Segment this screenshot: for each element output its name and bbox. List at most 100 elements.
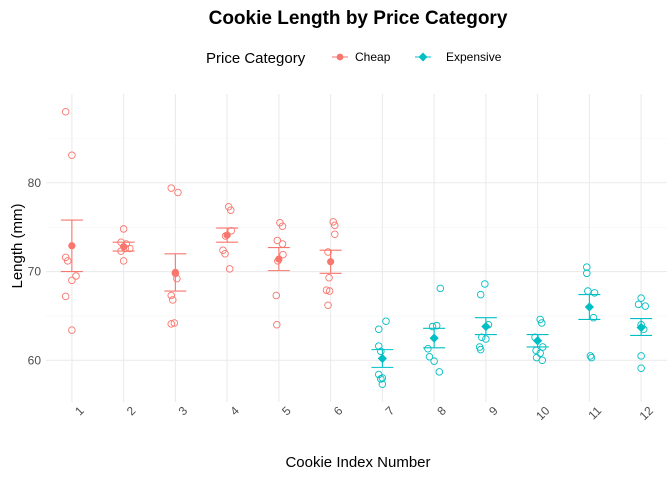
- data-point-cheap: [68, 326, 76, 334]
- x-axis-title: Cookie Index Number: [285, 454, 430, 471]
- x-tick-label: 9: [486, 403, 501, 418]
- data-point-cheap: [68, 276, 76, 285]
- x-tick-label: 2: [124, 403, 139, 418]
- data-point-expensive: [432, 321, 441, 330]
- x-tick-label: 7: [383, 403, 398, 418]
- data-point-cheap: [221, 250, 229, 258]
- data-point-cheap: [322, 286, 331, 294]
- x-tick-label: 12: [637, 403, 657, 423]
- data-point-expensive: [428, 322, 437, 331]
- data-point-expensive: [482, 335, 490, 343]
- data-point-cheap: [324, 248, 332, 256]
- legend-label-cheap: Cheap: [355, 50, 391, 64]
- data-point-expensive: [378, 380, 387, 388]
- data-point-cheap: [72, 272, 80, 280]
- data-point-expensive: [377, 375, 385, 383]
- data-point-cheap: [331, 230, 339, 238]
- data-point-expensive: [584, 287, 592, 295]
- data-point-expensive: [637, 352, 645, 360]
- mean-marker-cheap: [275, 255, 283, 263]
- group-10-expensive: [526, 315, 549, 365]
- data-point-cheap: [61, 108, 70, 116]
- data-point-cheap: [61, 253, 70, 262]
- group-5-cheap: [267, 218, 290, 329]
- legend-label-expensive: Expensive: [446, 50, 502, 64]
- data-point-expensive: [375, 325, 383, 333]
- x-tick-label: 8: [434, 403, 449, 418]
- data-point-expensive: [589, 313, 598, 322]
- x-tick-label: 5: [279, 403, 294, 418]
- plot-area: [60, 108, 653, 388]
- group-1-cheap: [60, 108, 83, 334]
- group-11-expensive: [578, 263, 601, 362]
- data-point-cheap: [225, 265, 234, 273]
- data-point-expensive: [435, 368, 444, 376]
- data-point-expensive: [382, 317, 390, 325]
- data-point-cheap: [63, 257, 72, 265]
- legend-key-cheap: [332, 53, 348, 61]
- y-tick-label: 70: [28, 265, 42, 279]
- data-point-cheap: [170, 319, 179, 327]
- data-point-expensive: [476, 290, 485, 299]
- x-tick-label: 10: [533, 403, 553, 423]
- data-point-cheap: [273, 321, 281, 329]
- data-point-expensive: [436, 284, 445, 293]
- data-point-expensive: [536, 315, 544, 324]
- data-point-expensive: [424, 344, 432, 353]
- data-point-expensive: [637, 294, 645, 302]
- x-tick-label: 6: [331, 403, 346, 418]
- data-point-expensive: [583, 269, 591, 278]
- data-point-cheap: [61, 292, 70, 301]
- data-point-cheap: [226, 206, 235, 215]
- group-2-cheap: [112, 225, 135, 265]
- data-point-cheap: [331, 221, 339, 230]
- mean-marker-expensive: [377, 353, 387, 364]
- data-point-expensive: [425, 352, 434, 361]
- data-point-expensive: [587, 353, 596, 362]
- data-point-cheap: [169, 296, 177, 304]
- x-tick-label: 3: [176, 403, 191, 418]
- data-point-cheap: [167, 320, 175, 328]
- data-point-expensive: [590, 289, 599, 297]
- mean-marker-cheap: [68, 242, 76, 250]
- data-point-cheap: [167, 184, 175, 192]
- data-point-cheap: [278, 240, 287, 248]
- mean-marker-cheap: [327, 258, 335, 266]
- data-point-cheap: [278, 222, 287, 231]
- x-tick-label: 1: [72, 403, 87, 418]
- data-point-cheap: [119, 257, 128, 265]
- x-tick-label: 4: [227, 403, 242, 418]
- y-tick-label: 60: [28, 353, 42, 367]
- data-point-cheap: [324, 301, 332, 310]
- mean-marker-expensive: [636, 322, 646, 333]
- chart-title: Cookie Length by Price Category: [209, 8, 508, 29]
- data-point-expensive: [536, 349, 544, 357]
- data-point-cheap: [224, 202, 233, 211]
- group-3-cheap: [164, 184, 187, 328]
- grid-lines: [46, 94, 667, 402]
- mean-marker-cheap: [223, 231, 231, 239]
- data-point-cheap: [325, 287, 334, 295]
- data-point-expensive: [586, 352, 595, 360]
- legend-key-expensive: [415, 52, 431, 62]
- x-tick-label: 11: [586, 403, 605, 422]
- y-axis-title: Length (mm): [9, 203, 26, 288]
- mean-marker-cheap: [171, 268, 179, 277]
- mean-marker-expensive: [481, 321, 491, 332]
- mean-marker-expensive: [533, 336, 543, 346]
- legend: Price Category Cheap Expensive: [206, 50, 502, 67]
- mean-marker-expensive: [429, 333, 439, 343]
- y-tick-label: 80: [28, 176, 42, 190]
- data-point-cheap: [325, 273, 333, 282]
- data-point-cheap: [227, 226, 236, 235]
- group-6-cheap: [319, 218, 342, 310]
- group-7-expensive: [371, 317, 394, 388]
- data-point-expensive: [641, 302, 650, 310]
- data-point-cheap: [219, 246, 227, 254]
- data-point-cheap: [167, 291, 175, 300]
- data-point-expensive: [481, 280, 489, 288]
- data-point-expensive: [538, 319, 546, 327]
- legend-title: Price Category: [206, 50, 306, 67]
